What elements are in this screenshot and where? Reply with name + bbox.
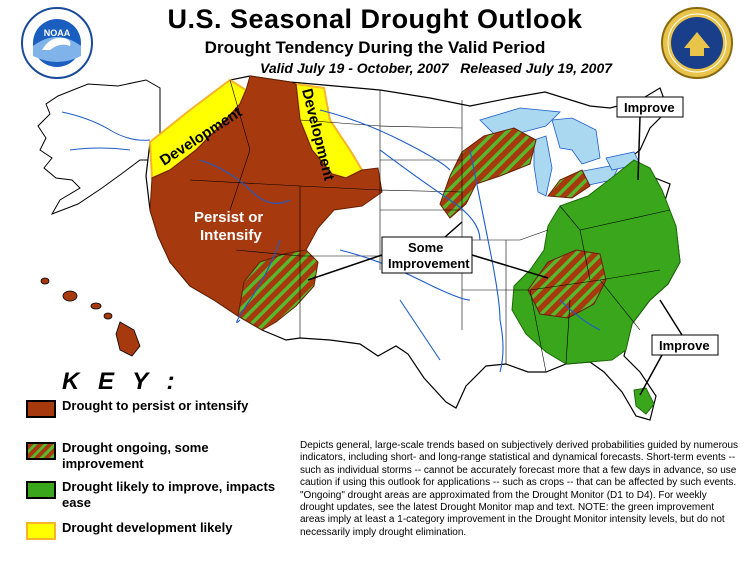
hawaii-islands bbox=[40, 277, 141, 357]
some-improvement-label-line1: Some bbox=[408, 240, 443, 255]
improve-se-label: Improve bbox=[659, 338, 710, 353]
outlook-description: Depicts general, large-scale trends base… bbox=[300, 440, 739, 538]
valid-period-line: Valid July 19 - October, 2007 Released J… bbox=[260, 60, 613, 76]
department-of-commerce-seal-icon bbox=[661, 7, 733, 79]
key-swatch-development bbox=[26, 522, 56, 540]
key-swatch-persist bbox=[26, 400, 56, 418]
key-label-improve: Drought likely to improve, impacts ease bbox=[62, 479, 276, 510]
noaa-logo-text: NOAA bbox=[44, 28, 71, 38]
persist-label-line1: Persist or bbox=[194, 209, 263, 226]
page-title: U.S. Seasonal Drought Outlook bbox=[167, 4, 583, 34]
key-label-persist: Drought to persist or intensify bbox=[62, 398, 249, 413]
hatched-area-michigan bbox=[547, 169, 591, 199]
callout-improve-se: Improve bbox=[639, 299, 719, 396]
key-label-ongoing: Drought ongoing, some improvement bbox=[62, 440, 209, 471]
callout-improve-ne: Improve bbox=[616, 96, 684, 181]
persist-label-line2: Intensify bbox=[200, 227, 262, 244]
hatched-area-upper-midwest bbox=[439, 127, 537, 219]
some-improvement-label-line2: Improvement bbox=[388, 256, 470, 271]
key-swatch-improve bbox=[26, 481, 56, 499]
callout-some-improvement: Some Improvement bbox=[307, 221, 549, 281]
key-title: K E Y : bbox=[62, 368, 181, 395]
noaa-seal-icon: NOAA bbox=[21, 7, 93, 79]
rivers bbox=[199, 109, 601, 373]
page-subtitle: Drought Tendency During the Valid Period bbox=[204, 38, 546, 57]
improve-ne-label: Improve bbox=[624, 100, 675, 115]
hatched-area-tennessee bbox=[527, 249, 607, 319]
key-label-development: Drought development likely bbox=[62, 520, 233, 535]
hatched-area-southwest bbox=[237, 249, 319, 331]
key-swatch-ongoing bbox=[26, 442, 56, 460]
alaska-outline bbox=[37, 79, 199, 215]
